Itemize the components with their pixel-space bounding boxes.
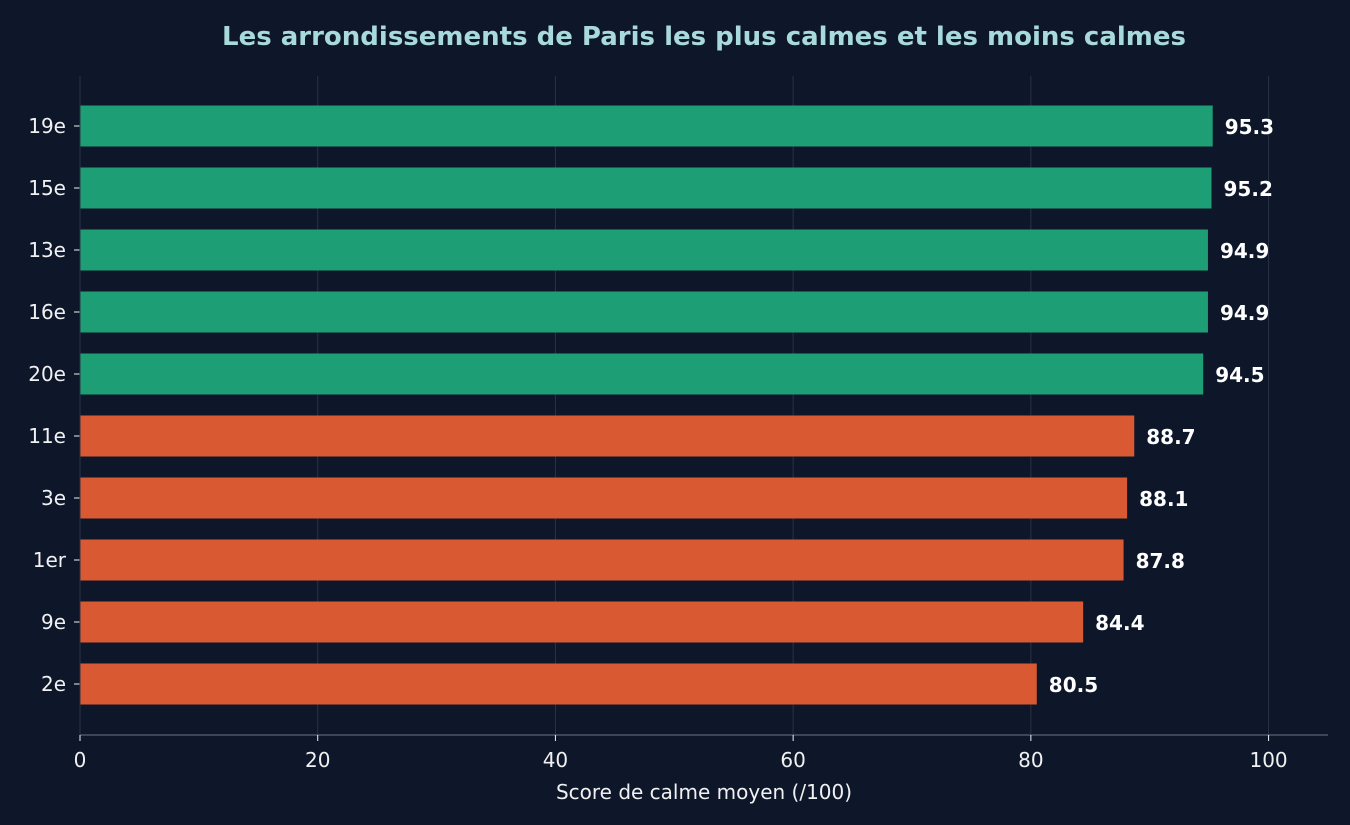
bar-3e [80,477,1128,519]
x-tick-label: 100 [1249,748,1287,772]
chart-title: Les arrondissements de Paris les plus ca… [222,22,1186,52]
value-label: 94.5 [1215,363,1264,387]
y-tick-label: 9e [41,610,66,634]
x-axis-label: Score de calme moyen (/100) [556,780,852,804]
value-label: 87.8 [1136,549,1185,573]
x-tick-label: 80 [1018,748,1043,772]
bar-2e [80,663,1037,705]
y-tick-label: 15e [28,176,66,200]
bar-9e [80,601,1084,643]
value-label: 95.2 [1224,177,1273,201]
y-tick-label: 2e [41,672,66,696]
bar-16e [80,291,1208,333]
bar-1er [80,539,1124,581]
value-label: 84.4 [1095,611,1144,635]
value-label: 88.7 [1146,425,1195,449]
y-tick-label: 20e [28,362,66,386]
x-tick-label: 0 [74,748,87,772]
x-tick-label: 60 [780,748,805,772]
x-tick-label: 40 [543,748,568,772]
value-label: 94.9 [1220,301,1269,325]
bar-15e [80,167,1212,209]
value-label: 94.9 [1220,239,1269,263]
y-tick-label: 19e [28,114,66,138]
y-tick-label: 16e [28,300,66,324]
bar-20e [80,353,1204,395]
x-tick-label: 20 [305,748,330,772]
bar-11e [80,415,1135,457]
bar-13e [80,229,1208,271]
bar-19e [80,105,1213,147]
y-tick-label: 3e [41,486,66,510]
value-label: 88.1 [1139,487,1188,511]
y-tick-label: 11e [28,424,66,448]
axes: 19e 15e 13e 16e 20e 11e 3e 1er 9e 2e 0 20 40 60 80 100 [28,76,1328,772]
bars: 95.3 95.2 94.9 94.9 94.5 88.7 88.1 87.8 84.4 80.5 [80,105,1274,705]
value-label: 80.5 [1049,673,1098,697]
y-tick-label: 1er [33,548,67,572]
value-label: 95.3 [1225,115,1274,139]
y-tick-label: 13e [28,238,66,262]
